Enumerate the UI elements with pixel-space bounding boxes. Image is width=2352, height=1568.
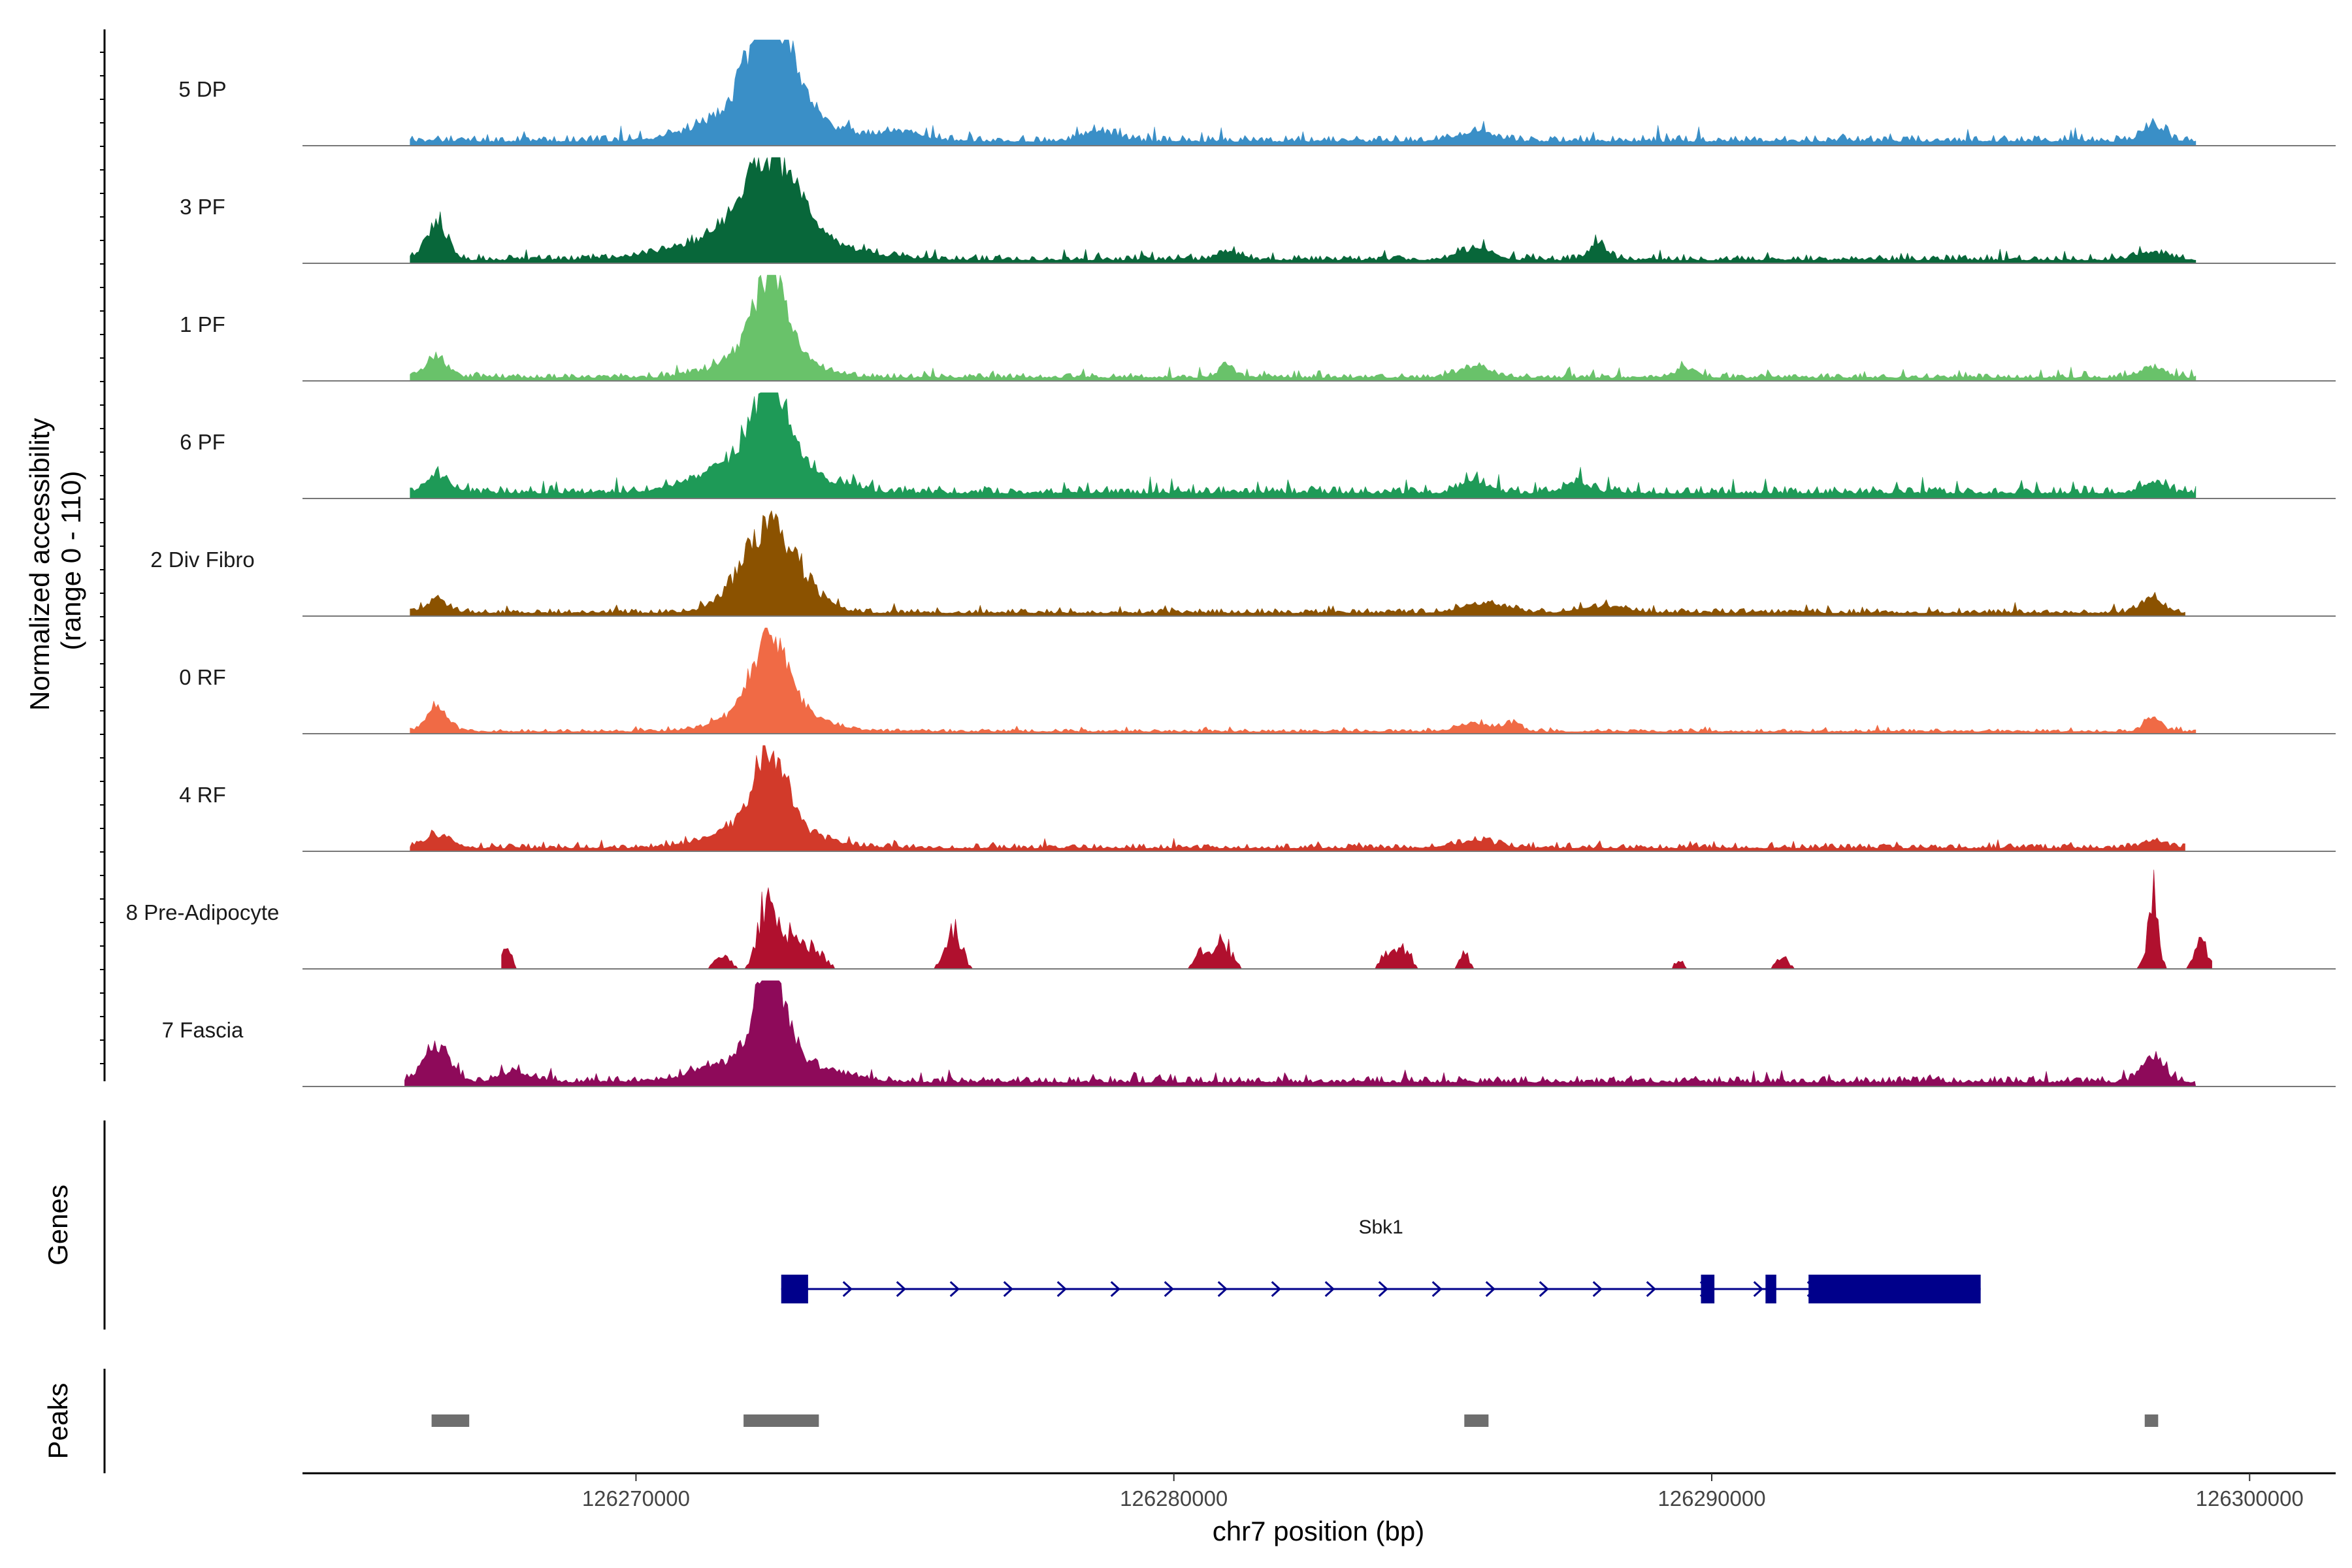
coverage-track-labels: 5 DP 3 PF 1 PF 6 PF 2 Div Fibro 0 RF 4 RF 8 Pre… xyxy=(126,77,280,1042)
strand-arrow xyxy=(1217,1281,1228,1298)
track-label: 6 PF xyxy=(180,430,225,454)
strand-arrow xyxy=(1646,1281,1656,1298)
coverage-area-6-pf xyxy=(410,392,2197,499)
strand-arrow xyxy=(1539,1281,1549,1298)
coverage-area-2-div-fibro xyxy=(410,510,2185,617)
x-tick-label: 126270000 xyxy=(582,1486,690,1511)
strand-arrow xyxy=(1431,1281,1442,1298)
strand-arrow xyxy=(1271,1281,1281,1298)
strand-arrow xyxy=(842,1281,853,1298)
peak-region xyxy=(431,1414,470,1427)
strand-arrow xyxy=(1003,1281,1013,1298)
strand-arrow xyxy=(1592,1281,1603,1298)
gene-exon xyxy=(1765,1275,1776,1303)
coverage-area-8-pre-adipocyte xyxy=(501,870,2212,970)
y-axis-title-line-2: (range 0 - 110) xyxy=(56,471,86,651)
coverage-area-7-fascia xyxy=(404,980,2197,1087)
peak-region xyxy=(2144,1414,2159,1427)
strand-arrow xyxy=(1110,1281,1120,1298)
coverage-area-4-rf xyxy=(410,745,2185,852)
peak-region xyxy=(1464,1414,1489,1427)
strand-arrow xyxy=(1324,1281,1335,1298)
gene-track: Sbk1 xyxy=(781,1217,1981,1303)
x-tick-label: 126290000 xyxy=(1658,1486,1765,1511)
y-axis-title-line-1: Normalized accessibility xyxy=(24,418,55,711)
peaks-track-title: Peaks xyxy=(42,1383,73,1460)
track-label: 7 Fascia xyxy=(162,1018,244,1042)
genes-track-title: Genes xyxy=(42,1184,73,1266)
strand-arrow xyxy=(949,1281,960,1298)
track-label: 4 RF xyxy=(179,783,226,807)
strand-arrow xyxy=(1056,1281,1067,1298)
strand-arrow xyxy=(896,1281,906,1298)
strand-arrow xyxy=(1378,1281,1388,1298)
coverage-area-1-pf xyxy=(410,274,2197,382)
strand-arrow xyxy=(1485,1281,1495,1298)
track-label: 0 RF xyxy=(179,665,226,689)
gene-label: Sbk1 xyxy=(1358,1217,1403,1238)
x-tick-label: 126280000 xyxy=(1120,1486,1228,1511)
y-axis-title: Normalized accessibility (range 0 - 110) xyxy=(24,410,86,711)
track-label: 1 PF xyxy=(180,312,225,336)
coverage-tracks xyxy=(302,39,2336,1087)
coverage-y-axis-ticks xyxy=(100,52,105,1064)
x-axis-title: chr7 position (bp) xyxy=(1213,1516,1425,1546)
coverage-area-5-dp xyxy=(410,39,2197,146)
gene-exon xyxy=(781,1275,808,1303)
strand-arrow xyxy=(1753,1281,1763,1298)
track-label: 8 Pre-Adipocyte xyxy=(126,900,280,924)
x-tick-label: 126300000 xyxy=(2196,1486,2304,1511)
track-label: 2 Div Fibro xyxy=(150,547,255,572)
track-label: 3 PF xyxy=(180,195,225,219)
x-axis-ticks: 126270000 126280000 126290000 126300000 xyxy=(582,1473,2304,1511)
peak-region xyxy=(743,1414,819,1427)
gene-exon xyxy=(1701,1275,1715,1303)
gene-exon xyxy=(1808,1275,1981,1303)
track-label: 5 DP xyxy=(178,77,226,101)
peak-track xyxy=(431,1414,2159,1427)
strand-arrow xyxy=(1164,1281,1174,1298)
coverage-area-3-pf xyxy=(410,157,2197,264)
coverage-area-0-rf xyxy=(410,627,2197,734)
